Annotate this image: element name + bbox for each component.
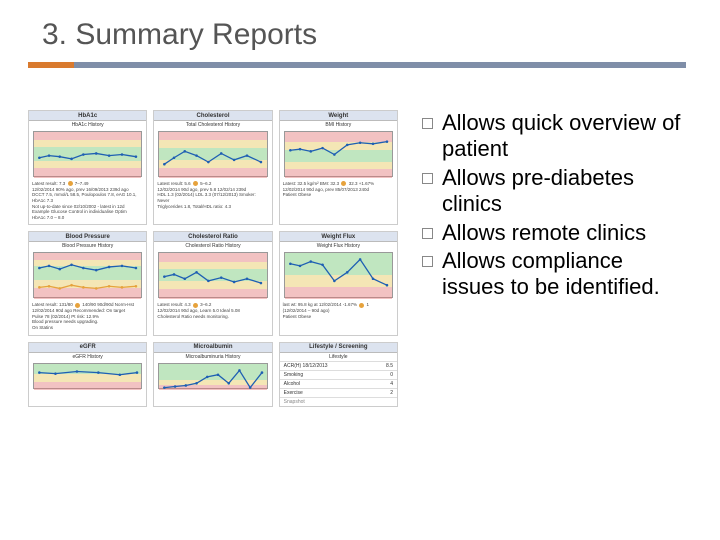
report-panel: Lifestyle / ScreeningLifestyleACR(H) 18/… [279,342,398,407]
panel-subtitle: Lifestyle [280,353,397,361]
bullet-item: Allows pre-diabetes clinics [422,165,690,218]
panel-subtitle: eGFR History [29,353,146,361]
panel-footer: last wt: 95.8 kg at 12/02/2014 -1.67% 1(… [280,300,397,323]
panel-header: Blood Pressure [29,232,146,242]
bullet-item: Allows compliance issues to be identifie… [422,248,690,301]
bullet-list: Allows quick overview of patientAllows p… [422,110,690,301]
lifestyle-row: Snapshot [280,397,397,406]
report-panel: WeightBMI History Latest: 32.5 kg/m² BMI:… [279,110,398,225]
panel-subtitle: HbA1c History [29,121,146,129]
lifestyle-row: ACR(H) 18/12/20138.5 [280,361,397,370]
panel-footer: Latest result: 131/80 140/90 90d/90d Nor… [29,300,146,334]
panel-subtitle: Blood Pressure History [29,242,146,250]
mini-chart [158,131,267,177]
mini-chart [33,131,142,177]
report-panel: eGFReGFR History [28,342,147,407]
panel-footer: Latest: 32.5 kg/m² BMI: 32.3 32.3 +1.67%… [280,179,397,202]
mini-chart [284,252,393,298]
rule-line [74,62,686,68]
panel-subtitle: Total Cholesterol History [154,121,271,129]
title-rule [28,62,692,80]
mini-chart [33,363,142,389]
bullet-item: Allows remote clinics [422,220,690,246]
rule-accent [28,62,74,68]
report-panel: HbA1cHbA1c History Latest result: 7.3 7–7… [28,110,147,225]
panel-subtitle: Weight Flux History [280,242,397,250]
lifestyle-row: Exercise2 [280,388,397,397]
panel-header: Cholesterol [154,111,271,121]
panel-subtitle: Cholesterol Ratio History [154,242,271,250]
panel-header: Weight Flux [280,232,397,242]
panel-header: HbA1c [29,111,146,121]
bullet-column: Allows quick overview of patientAllows p… [398,110,690,407]
report-panel: CholesterolTotal Cholesterol History Late… [153,110,272,225]
report-thumbnail: HbA1cHbA1c History Latest result: 7.3 7–7… [28,110,398,407]
panel-footer: Latest result: 7.3 7–7.4912/02/2014 90% … [29,179,146,224]
report-panel: MicroalbuminMicroalbuminuria History [153,342,272,407]
slide-title: 3. Summary Reports [42,18,692,52]
report-panel: Cholesterol RatioCholesterol Ratio Histo… [153,231,272,335]
mini-chart [158,252,267,298]
panel-header: Microalbumin [154,343,271,353]
panel-subtitle: Microalbuminuria History [154,353,271,361]
mini-chart [158,363,267,389]
mini-chart [33,252,142,298]
report-panel: Blood PressureBlood Pressure History Late… [28,231,147,335]
panel-footer: Latest result: 4.3 3–6.212/02/2014 90d a… [154,300,271,323]
panel-subtitle: BMI History [280,121,397,129]
mini-chart [284,131,393,177]
content-row: HbA1cHbA1c History Latest result: 7.3 7–7… [28,110,692,407]
lifestyle-row: Alcohol4 [280,379,397,388]
panel-footer: Latest result: 5.6 5–6.212/02/2014 90d a… [154,179,271,213]
slide: 3. Summary Reports HbA1cHbA1c History Lat… [0,0,720,540]
panel-header: Cholesterol Ratio [154,232,271,242]
panel-header: Weight [280,111,397,121]
report-panel: Weight FluxWeight Flux History last wt: 9… [279,231,398,335]
panel-header: Lifestyle / Screening [280,343,397,353]
panel-header: eGFR [29,343,146,353]
bullet-item: Allows quick overview of patient [422,110,690,163]
lifestyle-row: Smoking0 [280,370,397,379]
